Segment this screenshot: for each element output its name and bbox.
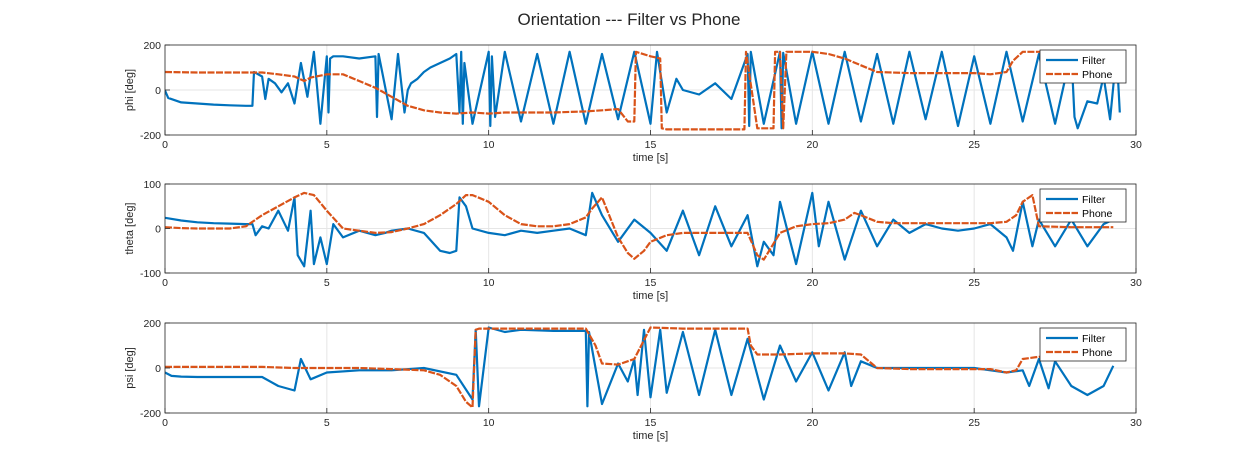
psi-xlabel: time [s] [633,430,668,442]
phi-ytick-label-2: 200 [143,40,161,52]
phi-ytick-label-1: 0 [155,85,161,97]
phi-legend-box [1039,49,1127,84]
phi-filter-line [165,50,1121,130]
theta-phone-line [165,191,1114,261]
phi-xtick-label-2: 10 [483,139,495,151]
psi-xtick-label-0: 0 [162,417,168,429]
theta-ytick-label-2: 100 [143,179,161,191]
psi-ytick-label-1: 0 [155,363,161,375]
psi-xtick-label-3: 15 [645,417,657,429]
theta-ytick-label-1: 0 [155,224,161,236]
theta-xtick-label-0: 0 [162,277,168,289]
psi-legend[interactable]: Filter Phone [1039,327,1127,362]
phi-xtick-label-5: 25 [968,139,980,151]
psi-ytick-label-2: 200 [143,318,161,330]
phi-xtick-label-4: 20 [806,139,818,151]
psi-legend-label-phone: Phone [1082,347,1113,359]
psi-xtick-label-1: 5 [324,417,330,429]
theta-legend-box [1039,188,1127,223]
psi-xtick-label-2: 10 [483,417,495,429]
theta-ylabel: theta [deg] [124,203,136,255]
phi-legend[interactable]: Filter Phone [1039,49,1127,84]
psi-legend-box [1039,327,1127,362]
psi-legend-label-filter: Filter [1082,333,1106,345]
theta-xtick-label-1: 5 [324,277,330,289]
theta-ytick-label-0: -100 [140,268,161,280]
psi-xtick-label-4: 20 [806,417,818,429]
theta-legend[interactable]: Filter Phone [1039,188,1127,223]
phi-xtick-label-6: 30 [1130,139,1142,151]
psi-ylabel: psi [deg] [124,347,136,389]
phi-phone-line [165,50,1114,131]
theta-legend-label-phone: Phone [1082,208,1113,220]
psi-xtick-label-6: 30 [1130,417,1142,429]
theta-xtick-label-5: 25 [968,277,980,289]
theta-xtick-label-6: 30 [1130,277,1142,289]
phi-xlabel: time [s] [633,152,668,164]
phi-legend-label-filter: Filter [1082,55,1106,67]
theta-xtick-label-4: 20 [806,277,818,289]
phi-ytick-label-0: -200 [140,130,161,142]
theta-xtick-label-3: 15 [645,277,657,289]
theta-xlabel: time [s] [633,290,668,302]
figure-title: Orientation --- Filter vs Phone [518,10,741,29]
theta-legend-label-filter: Filter [1082,194,1106,206]
psi-xtick-label-5: 25 [968,417,980,429]
psi-ytick-label-0: -200 [140,408,161,420]
phi-ylabel: phi [deg] [124,69,136,111]
phi-xtick-label-0: 0 [162,139,168,151]
phi-xtick-label-3: 15 [645,139,657,151]
theta-xtick-label-2: 10 [483,277,495,289]
phi-legend-label-phone: Phone [1082,69,1113,81]
phi-xtick-label-1: 5 [324,139,330,151]
psi-phone-line [165,326,1114,409]
theta-filter-line [165,191,1114,268]
